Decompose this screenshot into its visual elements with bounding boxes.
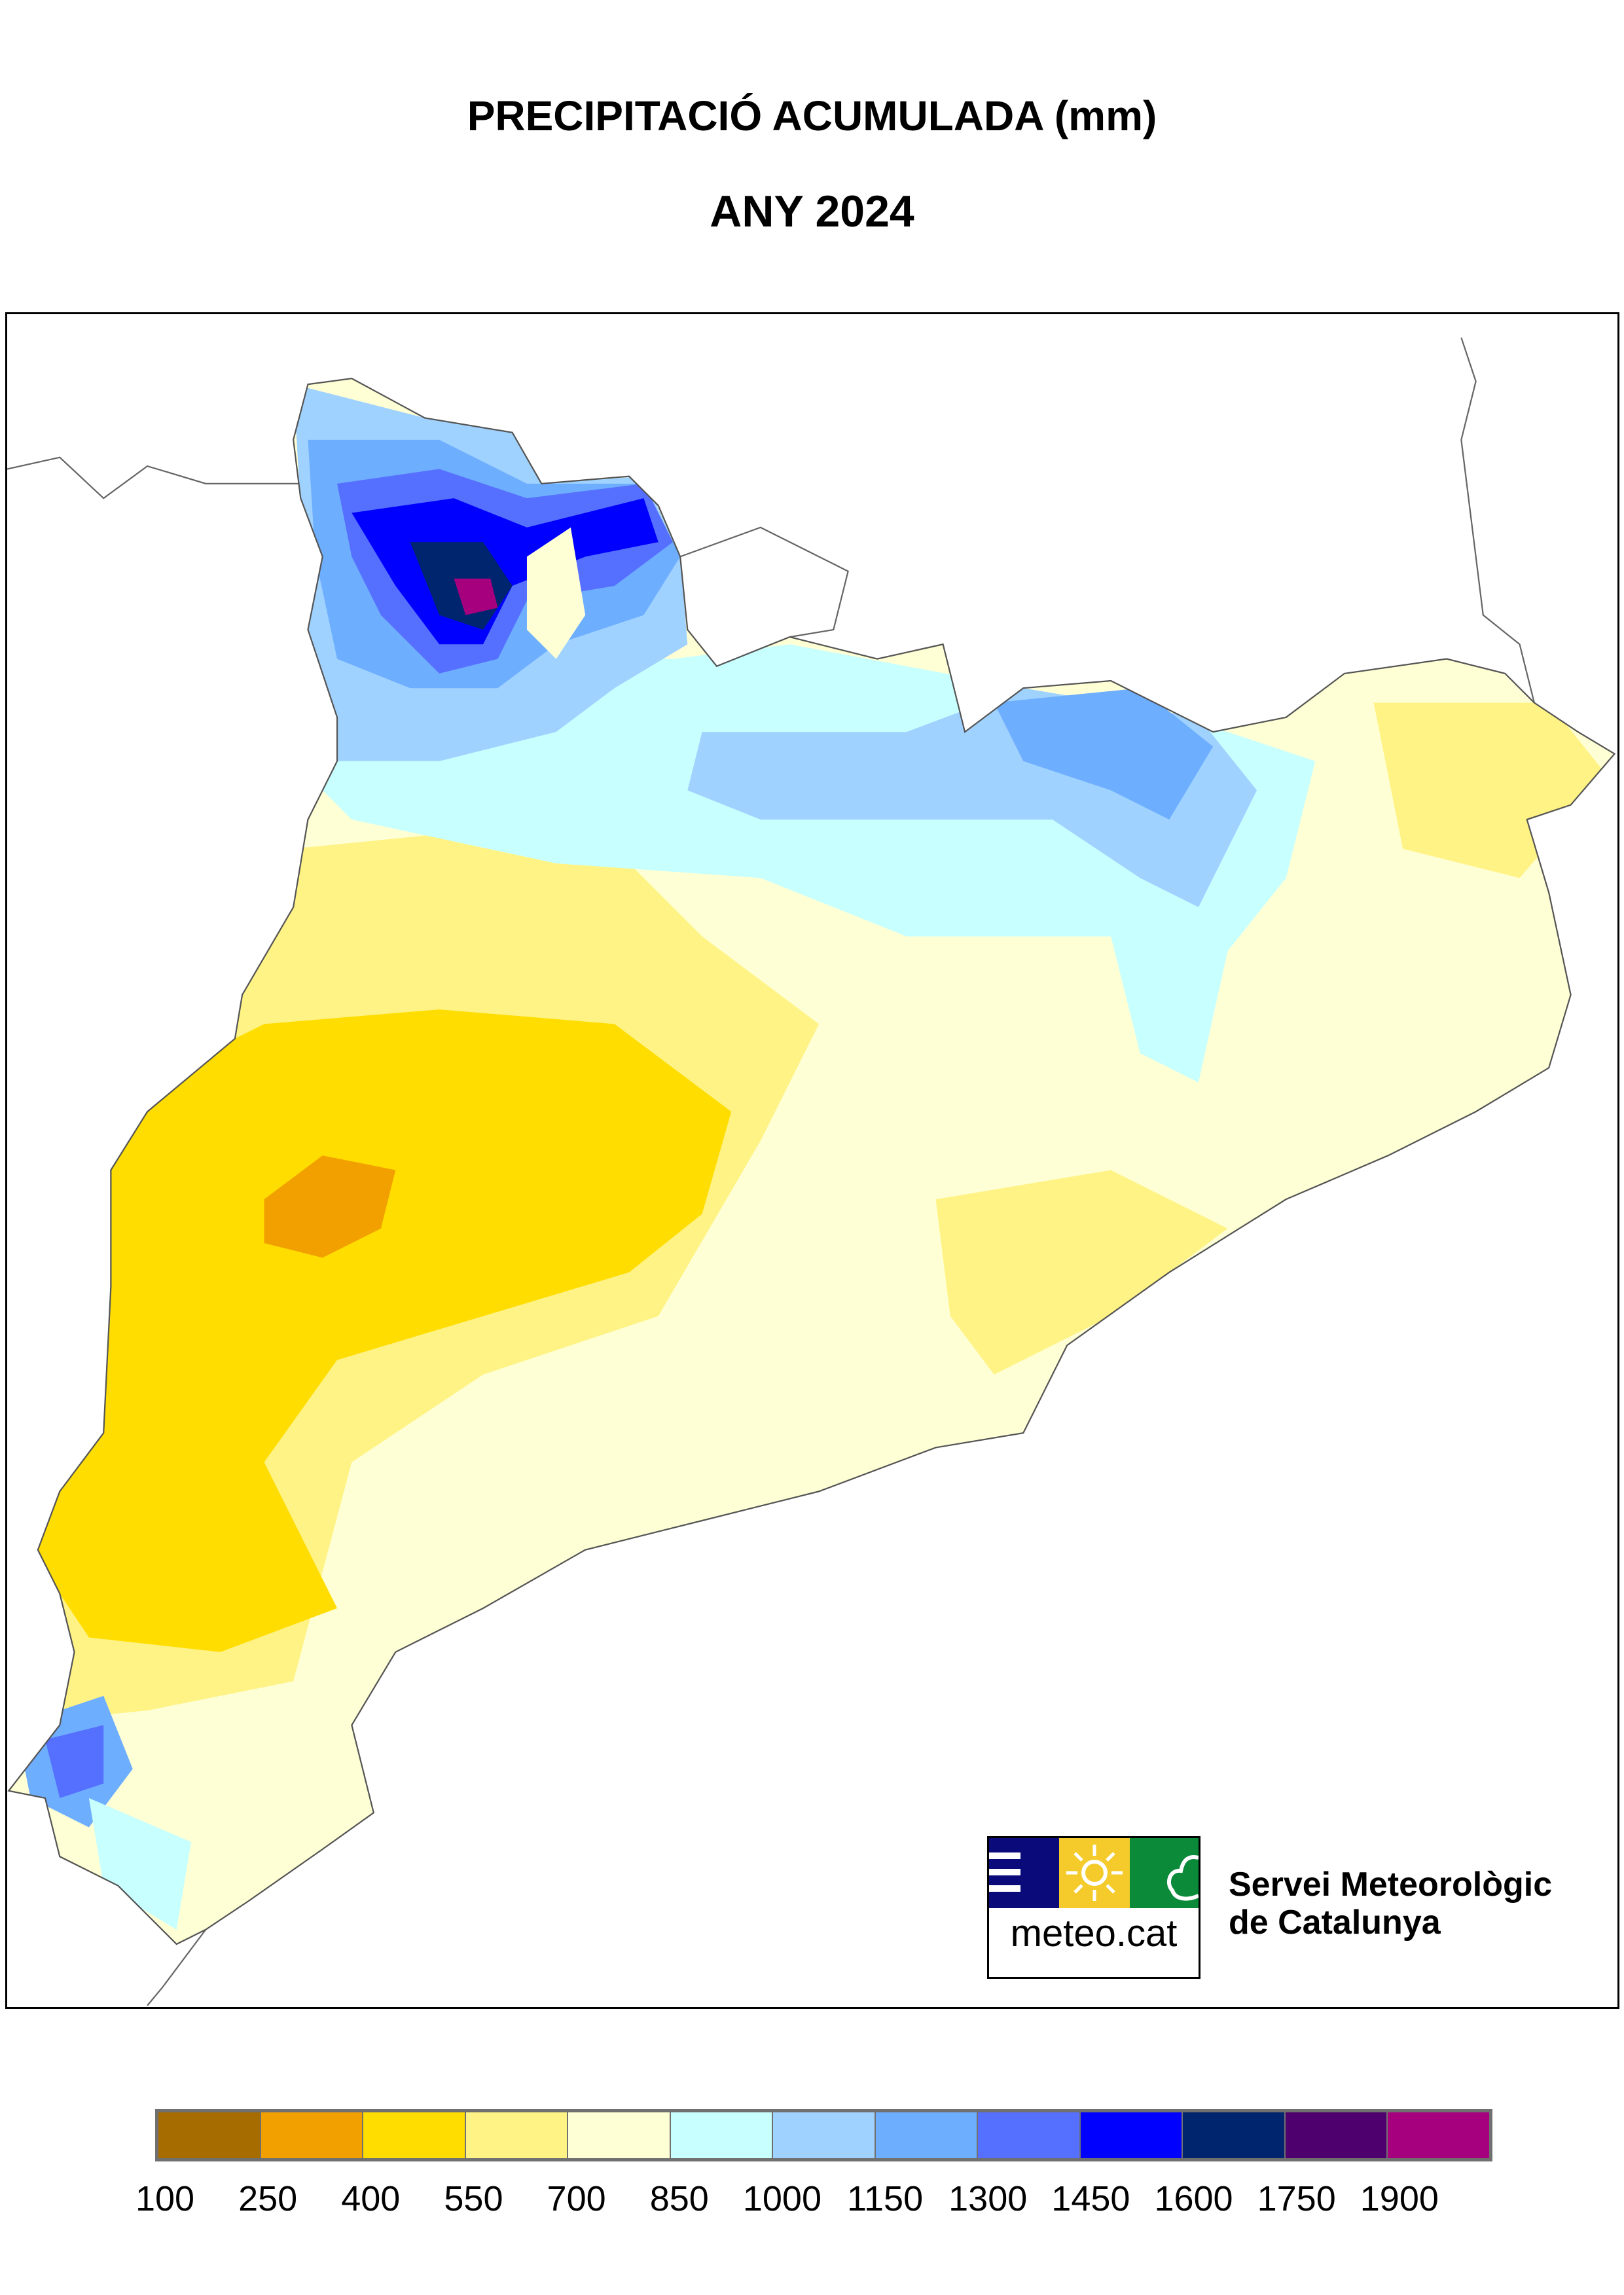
sun-icon xyxy=(1059,1838,1130,1908)
map-title: PRECIPITACIÓ ACUMULADA (mm) xyxy=(467,92,1157,139)
org-line-2: de Catalunya xyxy=(1229,1904,1441,1942)
waves-icon xyxy=(989,1838,1059,1908)
coastline-north xyxy=(1460,337,1535,703)
legend-swatch xyxy=(773,2112,876,2158)
organization-name: Servei Meteorològic de Catalunya xyxy=(1229,1866,1552,1942)
legend-label: 250 xyxy=(238,2179,298,2218)
org-line-1: Servei Meteorològic xyxy=(1229,1866,1553,1904)
legend-label: 400 xyxy=(341,2179,401,2218)
legend-swatch xyxy=(261,2112,364,2158)
color-legend xyxy=(155,2109,1492,2161)
legend-label: 850 xyxy=(649,2179,709,2218)
legend-swatch xyxy=(875,2112,979,2158)
legend-label: 1600 xyxy=(1154,2179,1233,2218)
legend-label: 700 xyxy=(547,2179,606,2218)
logo-text: meteo.cat xyxy=(1010,1912,1178,1955)
legend-swatch xyxy=(1080,2112,1183,2158)
legend-label: 1750 xyxy=(1257,2179,1336,2218)
meteocat-logo: meteo.cat xyxy=(987,1836,1200,1979)
legend-swatch xyxy=(670,2112,774,2158)
map-frame xyxy=(5,312,1619,2009)
border-line-france xyxy=(7,456,301,499)
map-subtitle: ANY 2024 xyxy=(710,187,914,236)
legend-label: 1000 xyxy=(742,2179,821,2218)
border-line-france-east xyxy=(679,526,849,638)
precipitation-map xyxy=(7,337,1615,2006)
legend-swatch xyxy=(1388,2112,1489,2158)
legend-swatch xyxy=(363,2112,466,2158)
legend-label: 1150 xyxy=(847,2179,924,2218)
legend-swatch xyxy=(978,2112,1081,2158)
legend-swatch xyxy=(1285,2112,1388,2158)
legend-swatch xyxy=(568,2112,671,2158)
legend-label: 100 xyxy=(135,2179,195,2218)
legend-swatch xyxy=(158,2112,261,2158)
legend-label: 1900 xyxy=(1360,2179,1439,2218)
legend-swatch xyxy=(1183,2112,1286,2158)
legend-label: 550 xyxy=(444,2179,503,2218)
coastline-south xyxy=(147,1929,207,2006)
legend-swatch xyxy=(465,2112,569,2158)
legend-label: 1300 xyxy=(948,2179,1028,2218)
legend-label: 1450 xyxy=(1051,2179,1130,2218)
cloud-icon xyxy=(1130,1838,1200,1908)
